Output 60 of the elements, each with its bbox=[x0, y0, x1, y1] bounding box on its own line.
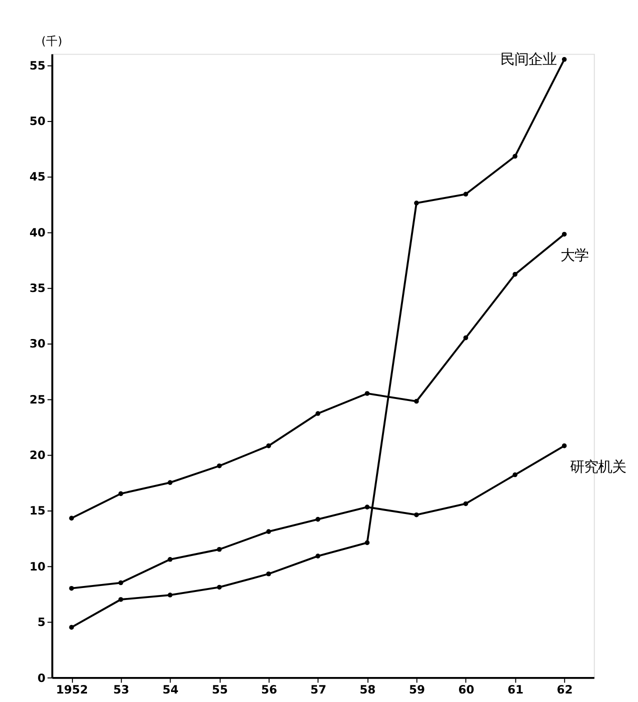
series-label: 大学 bbox=[560, 248, 588, 264]
series-label: 研究机关 bbox=[570, 460, 626, 476]
point bbox=[414, 200, 419, 206]
point bbox=[316, 516, 320, 522]
point bbox=[69, 624, 74, 630]
point bbox=[512, 272, 518, 277]
point bbox=[168, 557, 172, 562]
x-tick-label: 60 bbox=[458, 682, 474, 696]
point bbox=[316, 411, 320, 416]
y-tick-label: 10 bbox=[30, 559, 46, 574]
point bbox=[512, 154, 518, 159]
y-tick-label: 25 bbox=[30, 392, 46, 406]
x-tick-label: 58 bbox=[360, 682, 376, 696]
x-tick-label: 56 bbox=[261, 682, 278, 696]
point bbox=[316, 554, 320, 558]
x-tick-label: 1952 bbox=[56, 682, 88, 696]
y-tick-label: 50 bbox=[30, 114, 46, 128]
point bbox=[364, 540, 370, 546]
point bbox=[266, 529, 272, 534]
x-tick-label: 55 bbox=[212, 682, 228, 696]
point bbox=[562, 232, 567, 237]
point bbox=[266, 443, 272, 448]
point bbox=[463, 192, 468, 197]
x-tick-label: 62 bbox=[556, 682, 573, 696]
y-tick-label: 35 bbox=[30, 281, 46, 295]
point bbox=[69, 586, 74, 591]
point bbox=[414, 398, 419, 404]
point bbox=[168, 480, 172, 485]
point bbox=[168, 592, 172, 598]
point bbox=[562, 57, 567, 62]
y-tick-label: 5 bbox=[38, 615, 46, 630]
y-tick-label: 15 bbox=[30, 504, 46, 518]
point bbox=[118, 491, 124, 496]
point bbox=[69, 516, 74, 521]
series-label: 民间企业 bbox=[500, 52, 557, 68]
point bbox=[414, 512, 419, 518]
point bbox=[118, 597, 124, 602]
point bbox=[512, 472, 518, 478]
y-tick-label: 0 bbox=[38, 670, 46, 685]
point bbox=[118, 580, 124, 586]
point bbox=[364, 391, 370, 396]
x-tick-label: 61 bbox=[507, 682, 524, 696]
point bbox=[266, 571, 272, 576]
point bbox=[463, 501, 468, 506]
point bbox=[216, 463, 222, 468]
point bbox=[463, 335, 468, 340]
point bbox=[216, 584, 222, 590]
y-tick-label: 30 bbox=[30, 336, 46, 351]
y-tick-label: 20 bbox=[30, 448, 46, 462]
y-axis-title: (千) bbox=[41, 34, 62, 48]
y-tick-label: 55 bbox=[30, 58, 46, 72]
x-tick-label: 59 bbox=[408, 682, 425, 696]
x-tick-label: 53 bbox=[113, 682, 130, 696]
point bbox=[216, 546, 222, 552]
y-tick-label: 45 bbox=[30, 170, 46, 184]
y-tick-label: 40 bbox=[30, 225, 46, 240]
x-tick-label: 57 bbox=[310, 682, 326, 696]
point bbox=[364, 504, 370, 510]
point bbox=[562, 443, 567, 448]
x-tick-label: 54 bbox=[162, 682, 179, 696]
